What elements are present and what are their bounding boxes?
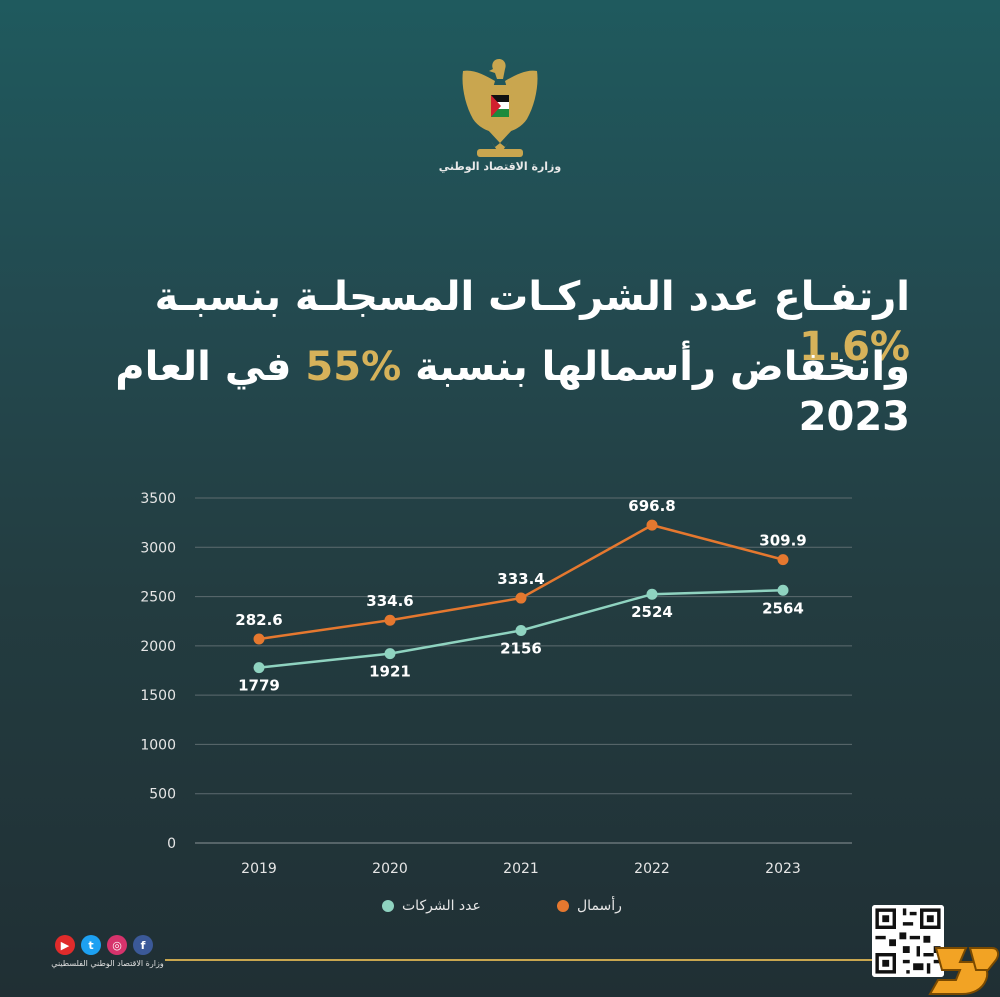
data-label: 696.8	[628, 497, 675, 515]
y-tick-label: 2500	[140, 590, 176, 606]
social-icons: ▶ t ◎ f	[55, 935, 153, 955]
data-point	[384, 648, 396, 660]
twitter-icon[interactable]: t	[81, 935, 101, 955]
y-tick-label: 3000	[140, 540, 176, 556]
x-tick-label: 2023	[765, 861, 801, 877]
headline-line-1-accent: %1.6	[799, 324, 910, 370]
social-caption: وزارة الاقتصاد الوطني الفلسطيني	[51, 959, 164, 968]
data-point	[646, 519, 658, 531]
data-point	[515, 592, 527, 604]
y-tick-label: 3500	[140, 491, 176, 507]
headline-line-2: وانخفاض رأسمالها بنسبة %55 في العام 2023	[60, 342, 910, 442]
headline-line-2-suffix: في العام 2023	[115, 344, 910, 440]
data-point	[515, 624, 527, 636]
headline-line-1: ارتفـاع عدد الشركـات المسجلـة بنسبـة %1.…	[60, 272, 910, 372]
legend-swatch-capital	[557, 900, 569, 912]
data-point	[384, 614, 396, 626]
facebook-icon[interactable]: f	[133, 935, 153, 955]
data-label: 2564	[762, 599, 804, 617]
data-point	[777, 584, 789, 596]
x-tick-label: 2021	[503, 861, 539, 877]
y-tick-label: 2000	[140, 639, 176, 655]
data-label: 1921	[369, 663, 411, 681]
data-label: 334.6	[366, 592, 413, 610]
headline-line-2-prefix: وانخفاض رأسمالها بنسبة	[415, 344, 910, 390]
footer-divider	[165, 959, 875, 961]
data-point	[253, 633, 265, 645]
data-label: 2156	[500, 639, 542, 657]
data-point	[777, 554, 789, 566]
data-label: 282.6	[235, 611, 282, 629]
x-tick-label: 2022	[634, 861, 670, 877]
legend-item-companies: عدد الشركات	[382, 898, 481, 914]
legend-item-capital: رأسمال	[557, 898, 622, 914]
data-point	[646, 588, 658, 600]
x-tick-label: 2019	[241, 861, 277, 877]
x-tick-label: 2020	[372, 861, 408, 877]
youtube-icon[interactable]: ▶	[55, 935, 75, 955]
legend-swatch-companies	[382, 900, 394, 912]
ministry-name: وزارة الاقتصاد الوطني	[438, 160, 562, 173]
brand-logo-icon	[928, 947, 1000, 995]
instagram-icon[interactable]: ◎	[107, 935, 127, 955]
qr-code-icon[interactable]	[872, 905, 944, 977]
data-label: 333.4	[497, 570, 544, 588]
y-tick-label: 1000	[140, 737, 176, 753]
line-chart: 0 500 1000 1500 2000 2500 3000 3500 2019 2020 2021…	[140, 491, 852, 877]
data-label: 1779	[238, 677, 280, 695]
legend-label-capital: رأسمال	[577, 898, 622, 914]
y-tick-label: 0	[167, 836, 176, 852]
y-tick-label: 500	[149, 787, 176, 803]
y-tick-label: 1500	[140, 688, 176, 704]
ministry-emblem-icon	[462, 59, 538, 157]
headline-line-2-accent: %55	[305, 344, 402, 390]
legend-label-companies: عدد الشركات	[402, 898, 481, 914]
headline-line-1-text: ارتفـاع عدد الشركـات المسجلـة بنسبـة	[154, 274, 910, 320]
data-label: 2524	[631, 603, 673, 621]
data-label: 309.9	[759, 532, 806, 550]
data-point	[253, 662, 265, 674]
